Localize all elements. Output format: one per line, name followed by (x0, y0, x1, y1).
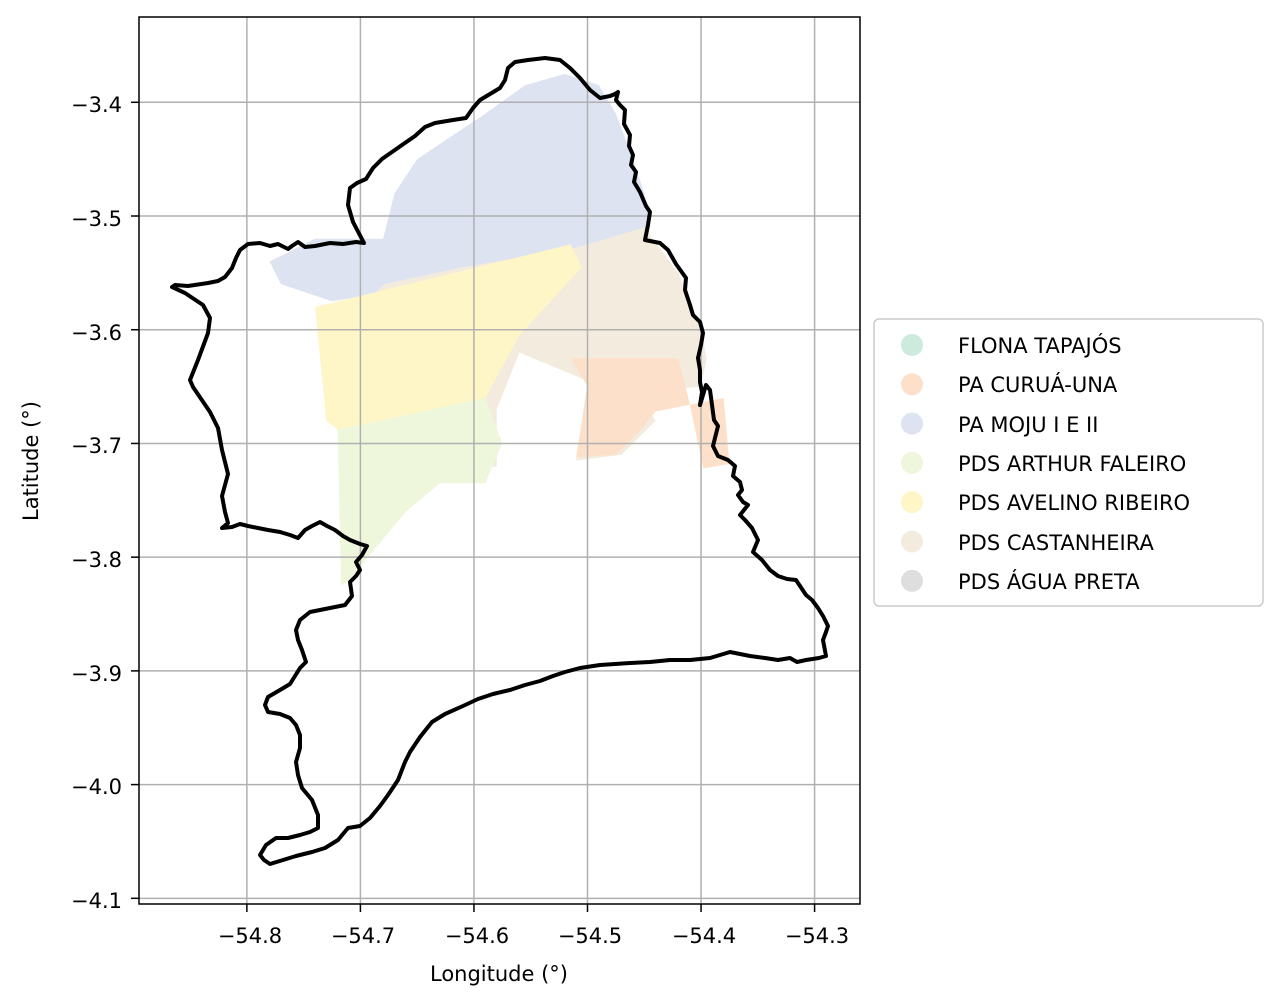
y-tick-labels: −3.4 −3.5 −3.6 −3.7 −3.8 −3.9 −4.0 −4.1 (71, 93, 122, 913)
grid-lines (139, 17, 860, 904)
x-axis-label: Longitude (°) (430, 962, 568, 986)
y-tick-label: −3.7 (71, 434, 122, 458)
legend-marker (901, 569, 923, 592)
region-pds-arthur-faleiro (337, 398, 503, 586)
x-tick-label: −54.4 (672, 924, 736, 948)
x-tick-labels: −54.8 −54.7 −54.6 −54.5 −54.4 −54.3 (218, 924, 849, 948)
x-tick-label: −54.3 (785, 924, 849, 948)
y-tick-label: −4.0 (71, 775, 122, 799)
axis-ticks (131, 101, 816, 912)
x-tick-label: −54.6 (445, 924, 509, 948)
x-tick-label: −54.7 (331, 924, 395, 948)
legend-marker (901, 334, 923, 356)
y-tick-label: −4.1 (71, 889, 122, 913)
y-tick-label: −3.8 (71, 548, 122, 572)
region-pa-curu-una (570, 358, 730, 469)
y-tick-label: −3.4 (71, 93, 122, 117)
y-tick-label: −3.6 (71, 321, 122, 345)
legend-label: PDS AVELINO RIBEIRO (958, 491, 1190, 515)
legend-label: PA CURUÁ-UNA (958, 372, 1118, 397)
x-tick-label: −54.5 (558, 924, 622, 948)
legend-label: FLONA TAPAJÓS (958, 333, 1122, 358)
legend-label: PDS CASTANHEIRA (958, 531, 1154, 555)
y-tick-label: −3.9 (71, 662, 122, 686)
legend-markers (901, 334, 923, 592)
legend: FLONA TAPAJÓS PA CURUÁ-UNA PA MOJU I E I… (873, 318, 1264, 607)
x-tick-label: −54.8 (218, 924, 282, 948)
y-axis-label: Latitude (°) (19, 401, 43, 521)
legend-label: PDS ÁGUA PRETA (958, 569, 1140, 594)
legend-marker (901, 451, 923, 474)
legend-marker (901, 530, 923, 553)
legend-marker (901, 491, 923, 514)
plot-frame (138, 16, 861, 905)
legend-label: PDS ARTHUR FALEIRO (958, 452, 1186, 476)
y-tick-label: −3.5 (71, 207, 122, 231)
legend-marker (901, 412, 923, 435)
legend-box (873, 318, 1264, 607)
legend-marker (901, 373, 923, 396)
municipality-boundary (170, 56, 830, 866)
legend-label: PA MOJU I E II (958, 413, 1098, 437)
region-pds-avelino-ribeiro (315, 244, 582, 430)
